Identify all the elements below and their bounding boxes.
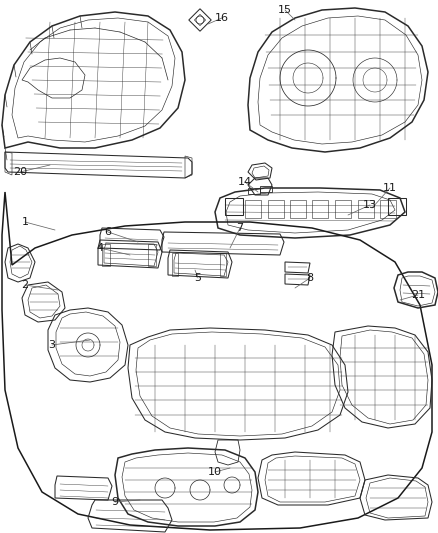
Text: 6: 6 — [105, 227, 112, 237]
Text: 11: 11 — [383, 183, 397, 193]
Text: 13: 13 — [363, 200, 377, 210]
Text: 10: 10 — [208, 467, 222, 477]
Text: 20: 20 — [13, 167, 27, 177]
Text: 21: 21 — [411, 290, 425, 300]
Text: 1: 1 — [21, 217, 28, 227]
Text: 15: 15 — [278, 5, 292, 15]
Text: 2: 2 — [21, 280, 28, 290]
Text: 8: 8 — [307, 273, 314, 283]
Text: 3: 3 — [49, 340, 56, 350]
Text: 5: 5 — [194, 273, 201, 283]
Text: 4: 4 — [96, 243, 103, 253]
Text: 14: 14 — [238, 177, 252, 187]
Text: 16: 16 — [215, 13, 229, 23]
Text: 9: 9 — [111, 497, 119, 507]
Text: 7: 7 — [237, 223, 244, 233]
